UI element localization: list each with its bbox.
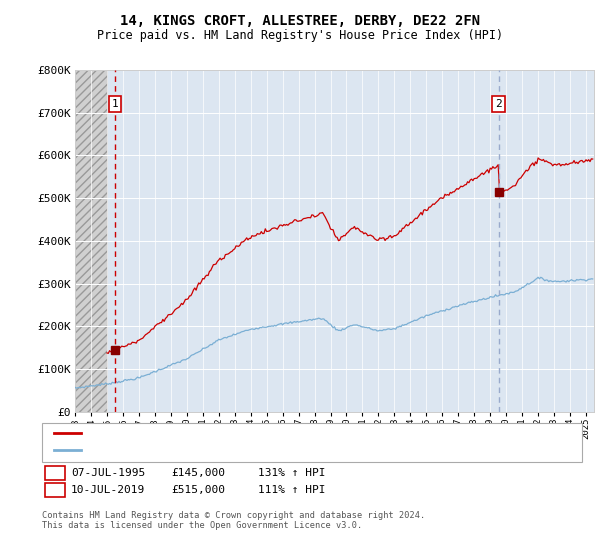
- Text: 07-JUL-1995: 07-JUL-1995: [71, 468, 145, 478]
- Text: 1: 1: [112, 99, 119, 109]
- Text: 1: 1: [52, 468, 59, 478]
- Text: 131% ↑ HPI: 131% ↑ HPI: [258, 468, 325, 478]
- Text: HPI: Average price, detached house, City of Derby: HPI: Average price, detached house, City…: [84, 445, 372, 455]
- Text: Price paid vs. HM Land Registry's House Price Index (HPI): Price paid vs. HM Land Registry's House …: [97, 29, 503, 42]
- Text: 14, KINGS CROFT, ALLESTREE, DERBY, DE22 2FN (detached house): 14, KINGS CROFT, ALLESTREE, DERBY, DE22 …: [84, 428, 437, 438]
- Bar: [75, 70, 107, 412]
- Text: 111% ↑ HPI: 111% ↑ HPI: [258, 485, 325, 495]
- Text: £515,000: £515,000: [171, 485, 225, 495]
- Text: 10-JUL-2019: 10-JUL-2019: [71, 485, 145, 495]
- Text: 2: 2: [52, 485, 59, 495]
- Text: Contains HM Land Registry data © Crown copyright and database right 2024.
This d: Contains HM Land Registry data © Crown c…: [42, 511, 425, 530]
- Text: £145,000: £145,000: [171, 468, 225, 478]
- Text: 14, KINGS CROFT, ALLESTREE, DERBY, DE22 2FN: 14, KINGS CROFT, ALLESTREE, DERBY, DE22 …: [120, 14, 480, 28]
- Text: 2: 2: [495, 99, 502, 109]
